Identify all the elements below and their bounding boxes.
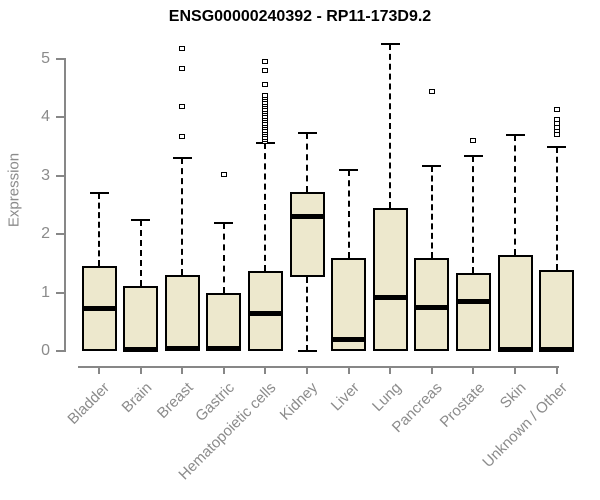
boxplot-box	[289, 191, 325, 277]
x-axis-tick	[347, 366, 350, 374]
x-category-label: Brain	[118, 379, 155, 417]
x-axis-tick	[514, 366, 516, 374]
outlier-point	[179, 133, 186, 139]
boxplot-box	[164, 275, 200, 351]
y-tick-label: 3	[41, 166, 50, 184]
median-line	[247, 310, 283, 316]
x-axis-tick	[181, 366, 184, 374]
upper-whisker-cap	[339, 168, 359, 171]
upper-whisker	[98, 193, 100, 267]
median-line	[123, 346, 159, 352]
median-line	[372, 294, 408, 300]
x-axis-tick	[555, 366, 558, 374]
boxplot-box	[372, 207, 408, 351]
x-axis-tick	[389, 366, 392, 374]
upper-whisker-cap	[380, 43, 400, 46]
upper-whisker	[181, 158, 184, 276]
x-axis-tick	[472, 366, 475, 374]
median-line	[331, 336, 367, 342]
x-axis-tick	[306, 366, 308, 374]
x-category-label: Kidney	[276, 379, 322, 424]
upper-whisker	[430, 165, 433, 259]
boxplot-box	[123, 285, 159, 351]
x-axis-tick	[98, 366, 100, 374]
outlier-point	[553, 117, 560, 123]
median-line	[414, 304, 450, 310]
upper-whisker	[472, 155, 475, 274]
y-axis-tick	[56, 116, 64, 119]
median-line	[539, 346, 575, 352]
boxplot-box	[414, 258, 450, 351]
upper-whisker	[514, 134, 516, 256]
lower-whisker	[306, 276, 308, 351]
x-category-label: Liver	[327, 379, 363, 415]
x-category-label: Breast	[153, 379, 197, 422]
y-axis-line	[64, 58, 66, 352]
outlier-point	[262, 67, 269, 73]
y-tick-label: 5	[41, 50, 50, 67]
upper-whisker-cap	[172, 157, 192, 160]
outlier-point	[179, 45, 186, 51]
median-line	[164, 346, 200, 352]
outlier-point	[262, 81, 269, 87]
y-axis-tick	[56, 291, 64, 294]
y-tick-label: 0	[41, 342, 50, 359]
y-axis-tick	[56, 58, 64, 60]
y-axis-tick	[56, 233, 64, 236]
median-line	[497, 346, 533, 352]
upper-whisker	[222, 222, 225, 293]
x-axis-tick	[139, 366, 142, 374]
outlier-point	[470, 137, 477, 143]
y-tick-label: 4	[41, 108, 50, 126]
outlier-point	[262, 59, 269, 65]
median-line	[455, 299, 491, 305]
y-axis-tick	[56, 350, 64, 352]
upper-whisker-cap	[547, 145, 567, 148]
x-axis-line	[78, 366, 559, 368]
outlier-point	[220, 171, 227, 177]
upper-whisker-cap	[505, 133, 525, 136]
boxplot-box	[539, 269, 575, 351]
chart-title: ENSG00000240392 - RP11-173D9.2	[168, 8, 432, 25]
boxplot-box	[331, 257, 367, 351]
x-category-label: Lung	[368, 379, 405, 415]
outlier-point	[553, 106, 560, 112]
y-tick-label: 1	[41, 283, 50, 301]
outlier-point	[179, 65, 186, 71]
boxplot-box	[455, 273, 491, 351]
x-category-label: Bladder	[64, 379, 114, 428]
upper-whisker-cap	[214, 221, 234, 224]
upper-whisker-cap	[297, 132, 317, 135]
upper-whisker-cap	[463, 154, 483, 157]
upper-whisker-cap	[89, 192, 109, 195]
median-line	[81, 306, 117, 312]
lower-whisker-cap	[297, 350, 317, 352]
median-line	[206, 346, 242, 352]
x-axis-tick	[264, 366, 267, 374]
median-line	[289, 214, 325, 220]
upper-whisker	[264, 143, 267, 271]
x-category-label: Skin	[496, 379, 530, 412]
x-category-label: Prostate	[436, 379, 488, 431]
x-axis-tick	[222, 366, 225, 374]
outlier-point	[428, 88, 435, 94]
upper-whisker-cap	[422, 164, 442, 167]
upper-whisker	[306, 133, 308, 192]
outlier-point	[179, 103, 186, 109]
upper-whisker	[389, 44, 392, 208]
outlier-point	[262, 92, 269, 98]
upper-whisker	[347, 169, 350, 258]
upper-whisker	[555, 146, 558, 270]
boxplot-box	[497, 255, 533, 351]
x-axis-tick	[430, 366, 433, 374]
boxplot-box	[206, 292, 242, 351]
y-axis-title: Expression	[5, 152, 23, 228]
y-tick-label: 2	[41, 225, 50, 243]
y-axis-tick	[56, 174, 64, 177]
upper-whisker	[139, 219, 142, 286]
upper-whisker-cap	[131, 218, 151, 221]
